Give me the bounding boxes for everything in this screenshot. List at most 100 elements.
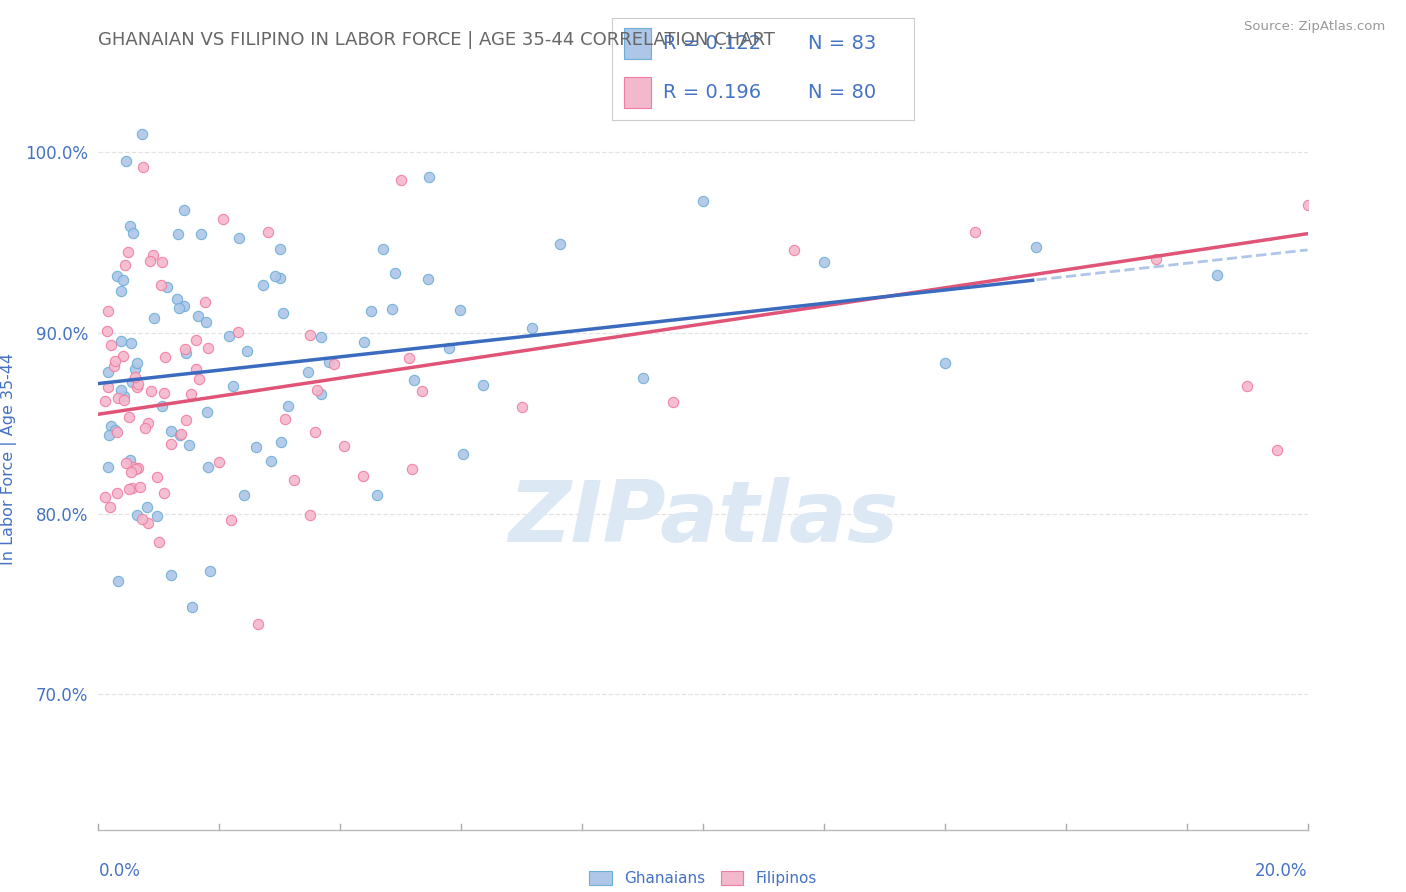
Point — [522, 321, 544, 335]
Point — [283, 474, 305, 488]
Point — [218, 329, 240, 343]
Point — [1206, 268, 1229, 282]
Point — [449, 302, 471, 317]
Point — [174, 413, 197, 427]
Point — [298, 508, 321, 522]
Point — [131, 511, 153, 525]
Point — [114, 456, 136, 470]
Point — [271, 306, 294, 320]
Point — [142, 310, 165, 325]
Point — [219, 513, 242, 527]
Point — [173, 299, 195, 313]
Point — [122, 460, 145, 475]
Point — [94, 490, 117, 504]
Point — [114, 154, 136, 169]
Text: R = 0.122: R = 0.122 — [664, 34, 761, 53]
Point — [270, 434, 292, 449]
Point — [100, 338, 122, 352]
Point — [309, 330, 332, 344]
Point — [129, 480, 152, 494]
Point — [381, 302, 404, 317]
Point — [252, 277, 274, 292]
Point — [1236, 379, 1258, 393]
Point — [471, 378, 494, 392]
Point — [105, 486, 128, 500]
Point — [322, 357, 344, 371]
Point — [233, 488, 256, 502]
Legend: Ghanaians, Filipinos: Ghanaians, Filipinos — [583, 864, 823, 892]
Point — [692, 194, 714, 208]
Point — [169, 428, 191, 442]
Point — [318, 355, 340, 369]
Point — [134, 421, 156, 435]
Point — [180, 387, 202, 401]
Point — [226, 325, 249, 339]
Point — [264, 268, 287, 283]
Point — [176, 346, 198, 360]
Point — [297, 365, 319, 379]
Point — [298, 328, 321, 343]
Point — [235, 343, 257, 358]
Point — [173, 202, 195, 217]
Point — [371, 243, 394, 257]
Point — [148, 534, 170, 549]
Point — [100, 418, 122, 433]
Point — [187, 309, 209, 323]
Point — [138, 516, 160, 530]
Point — [107, 391, 129, 405]
Point — [112, 393, 135, 408]
Point — [127, 377, 149, 392]
Point — [94, 394, 117, 409]
Point — [121, 481, 143, 495]
Point — [153, 485, 176, 500]
Point — [107, 574, 129, 588]
Point — [103, 359, 125, 373]
Point — [269, 242, 291, 256]
Point — [121, 375, 143, 389]
Point — [418, 272, 440, 286]
Point — [125, 379, 148, 393]
Point — [247, 616, 270, 631]
Point — [131, 160, 153, 174]
Point — [965, 225, 987, 239]
Point — [384, 266, 406, 280]
Point — [100, 500, 122, 514]
Point — [146, 469, 169, 483]
Point — [104, 424, 127, 438]
Point — [114, 259, 136, 273]
Point — [195, 315, 218, 329]
Point — [260, 454, 283, 468]
Point — [127, 461, 149, 475]
Point — [197, 459, 219, 474]
Point — [122, 226, 145, 240]
Point — [152, 386, 174, 401]
Point — [274, 411, 297, 425]
Point — [184, 362, 207, 376]
Point — [112, 389, 135, 403]
Point — [934, 356, 956, 370]
Point — [105, 425, 128, 439]
Point — [141, 384, 163, 398]
Point — [124, 369, 146, 384]
Point — [188, 372, 211, 386]
Point — [96, 324, 118, 338]
Point — [110, 383, 132, 397]
Text: N = 83: N = 83 — [808, 34, 876, 53]
Point — [1024, 240, 1046, 254]
Point — [150, 399, 173, 413]
Text: 0.0%: 0.0% — [98, 862, 141, 880]
Point — [155, 351, 177, 365]
Point — [195, 405, 218, 419]
Point — [160, 568, 183, 582]
Point — [398, 351, 420, 366]
Point — [118, 410, 141, 425]
Point — [97, 304, 120, 318]
Point — [136, 416, 159, 430]
Point — [159, 425, 181, 439]
Point — [401, 462, 423, 476]
Point — [257, 225, 280, 239]
Point — [352, 469, 374, 483]
Point — [167, 301, 190, 315]
Point — [98, 428, 121, 442]
Point — [112, 273, 135, 287]
